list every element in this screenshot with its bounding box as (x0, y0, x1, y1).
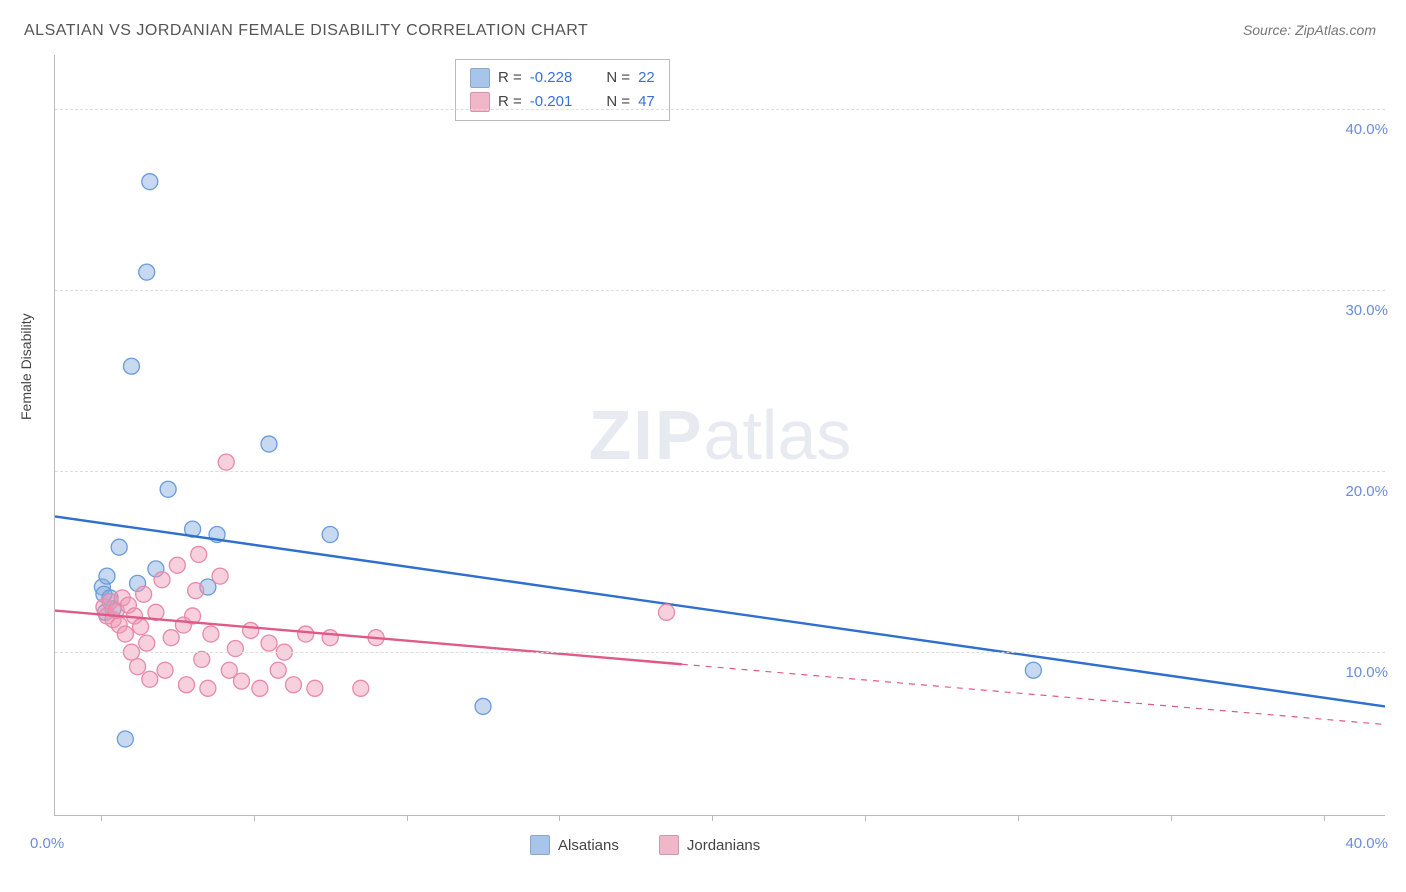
data-point (111, 539, 127, 555)
x-tick (254, 815, 255, 821)
gridline (55, 652, 1385, 653)
series-name: Alsatians (558, 837, 619, 854)
gridline (55, 290, 1385, 291)
data-point (99, 568, 115, 584)
y-tick-label: 10.0% (1345, 664, 1388, 681)
correlation-chart: ALSATIAN VS JORDANIAN FEMALE DISABILITY … (0, 0, 1406, 892)
data-point (353, 680, 369, 696)
series-legend-item: Jordanians (659, 835, 760, 855)
data-point (322, 527, 338, 543)
data-point (203, 626, 219, 642)
data-point (117, 626, 133, 642)
x-tick (101, 815, 102, 821)
data-point (139, 635, 155, 651)
legend-swatch (470, 68, 490, 88)
data-point (194, 651, 210, 667)
data-point (163, 630, 179, 646)
data-point (285, 677, 301, 693)
data-point (117, 731, 133, 747)
x-axis-min-label: 0.0% (30, 835, 64, 852)
data-point (307, 680, 323, 696)
data-point (169, 557, 185, 573)
data-point (475, 698, 491, 714)
chart-title: ALSATIAN VS JORDANIAN FEMALE DISABILITY … (24, 22, 588, 40)
x-tick (865, 815, 866, 821)
gridline (55, 471, 1385, 472)
data-point (133, 619, 149, 635)
data-point (142, 174, 158, 190)
data-point (130, 659, 146, 675)
data-point (212, 568, 228, 584)
data-point (1025, 662, 1041, 678)
data-point (160, 481, 176, 497)
data-point (178, 677, 194, 693)
x-tick (559, 815, 560, 821)
data-point (261, 635, 277, 651)
x-tick (407, 815, 408, 821)
y-tick-label: 20.0% (1345, 483, 1388, 500)
data-point (139, 264, 155, 280)
data-point (234, 673, 250, 689)
stats-legend-row: R =-0.228N =22 (470, 66, 655, 90)
stats-legend: R =-0.228N =22R =-0.201N =47 (455, 59, 670, 121)
data-point (191, 546, 207, 562)
x-tick (1171, 815, 1172, 821)
scatter-svg (55, 55, 1385, 815)
legend-swatch (530, 835, 550, 855)
data-point (252, 680, 268, 696)
series-legend-item: Alsatians (530, 835, 619, 855)
data-point (298, 626, 314, 642)
stats-legend-row: R =-0.201N =47 (470, 90, 655, 114)
data-point (142, 671, 158, 687)
data-point (658, 604, 674, 620)
data-point (218, 454, 234, 470)
x-tick (1018, 815, 1019, 821)
data-point (227, 641, 243, 657)
data-point (157, 662, 173, 678)
trendline (55, 516, 1385, 706)
legend-swatch (659, 835, 679, 855)
data-point (261, 436, 277, 452)
series-name: Jordanians (687, 837, 760, 854)
data-point (136, 586, 152, 602)
plot-area: ZIPatlas R =-0.228N =22R =-0.201N =47 (54, 55, 1385, 816)
y-tick-label: 30.0% (1345, 302, 1388, 319)
data-point (154, 572, 170, 588)
source-attribution: Source: ZipAtlas.com (1243, 22, 1376, 38)
data-point (123, 358, 139, 374)
data-point (188, 583, 204, 599)
data-point (243, 622, 259, 638)
y-tick-label: 40.0% (1345, 121, 1388, 138)
y-axis-label: Female Disability (18, 313, 34, 420)
x-tick (1324, 815, 1325, 821)
data-point (322, 630, 338, 646)
data-point (270, 662, 286, 678)
series-legend: Alsatians Jordanians (530, 835, 760, 855)
data-point (200, 680, 216, 696)
x-tick (712, 815, 713, 821)
x-axis-max-label: 40.0% (1345, 835, 1388, 852)
gridline (55, 109, 1385, 110)
